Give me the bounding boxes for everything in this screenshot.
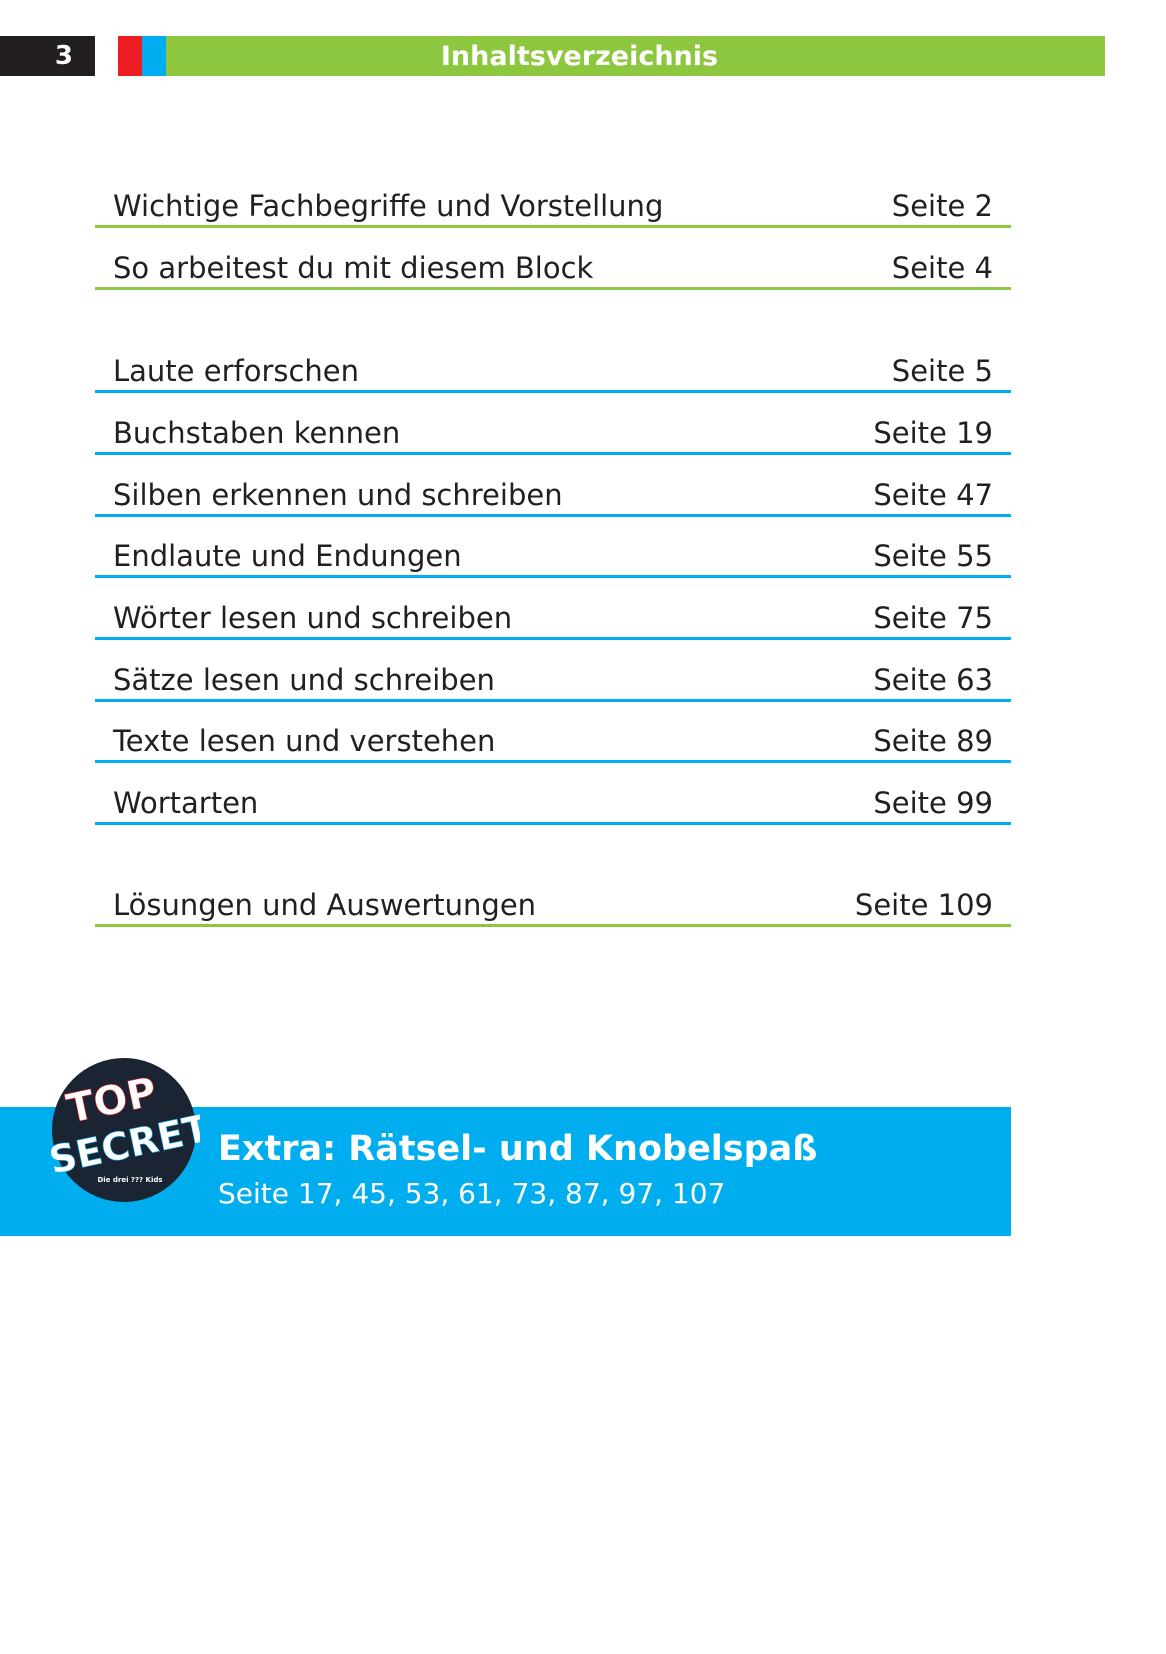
toc-title: Wörter lesen und schreiben bbox=[113, 601, 513, 635]
toc-title: Wortarten bbox=[113, 786, 259, 820]
toc-page: Seite 99 bbox=[873, 786, 993, 820]
toc-title: Buchstaben kennen bbox=[113, 416, 401, 450]
toc-title: Sätze lesen und schreiben bbox=[113, 663, 495, 697]
badge-logo: Die drei ??? Kids bbox=[97, 1176, 162, 1184]
toc-row: Laute erforschen Seite 5 bbox=[95, 350, 1011, 393]
toc-title: Texte lesen und verstehen bbox=[113, 724, 496, 758]
toc-title: Endlaute und Endungen bbox=[113, 539, 462, 573]
toc-row: Wichtige Fachbegriffe und Vorstellung Sei… bbox=[95, 185, 1011, 228]
toc-page: Seite 109 bbox=[854, 888, 993, 922]
toc-page: Seite 47 bbox=[873, 478, 993, 512]
toc-row: Buchstaben kennen Seite 19 bbox=[95, 412, 1011, 455]
toc-row: Silben erkennen und schreiben Seite 47 bbox=[95, 474, 1011, 517]
toc-title: Laute erforschen bbox=[113, 354, 360, 388]
toc-page: Seite 5 bbox=[891, 354, 993, 388]
extra-title: Extra: Rätsel- und Knobelspaß bbox=[218, 1129, 818, 1169]
toc-title: Lösungen und Auswertungen bbox=[113, 888, 537, 922]
header-blue-stripe bbox=[142, 36, 166, 76]
toc-row: Texte lesen und verstehen Seite 89 bbox=[95, 720, 1011, 763]
toc-title: So arbeitest du mit diesem Block bbox=[113, 251, 594, 285]
page-title: Inhaltsverzeichnis bbox=[166, 36, 1105, 76]
extra-pages: Seite 17, 45, 53, 61, 73, 87, 97, 107 bbox=[218, 1177, 726, 1210]
toc-page: Seite 75 bbox=[873, 601, 993, 635]
toc-title: Wichtige Fachbegriffe und Vorstellung bbox=[113, 189, 664, 223]
top-secret-badge-icon: TOP SECRET Die drei ??? Kids bbox=[48, 1058, 200, 1202]
page-number: 3 bbox=[0, 36, 95, 76]
toc-page: Seite 89 bbox=[873, 724, 993, 758]
toc-row: So arbeitest du mit diesem Block Seite 4 bbox=[95, 247, 1011, 290]
toc-page: Seite 63 bbox=[873, 663, 993, 697]
toc-row: Wortarten Seite 99 bbox=[95, 782, 1011, 825]
toc-row: Sätze lesen und schreiben Seite 63 bbox=[95, 659, 1011, 702]
toc-title: Silben erkennen und schreiben bbox=[113, 478, 563, 512]
toc-page: Seite 19 bbox=[873, 416, 993, 450]
header-red-stripe bbox=[118, 36, 142, 76]
toc-row: Lösungen und Auswertungen Seite 109 bbox=[95, 884, 1011, 927]
toc-row: Wörter lesen und schreiben Seite 75 bbox=[95, 597, 1011, 640]
toc-row: Endlaute und Endungen Seite 55 bbox=[95, 535, 1011, 578]
toc-page: Seite 55 bbox=[873, 539, 993, 573]
toc-page: Seite 4 bbox=[891, 251, 993, 285]
toc-page: Seite 2 bbox=[891, 189, 993, 223]
